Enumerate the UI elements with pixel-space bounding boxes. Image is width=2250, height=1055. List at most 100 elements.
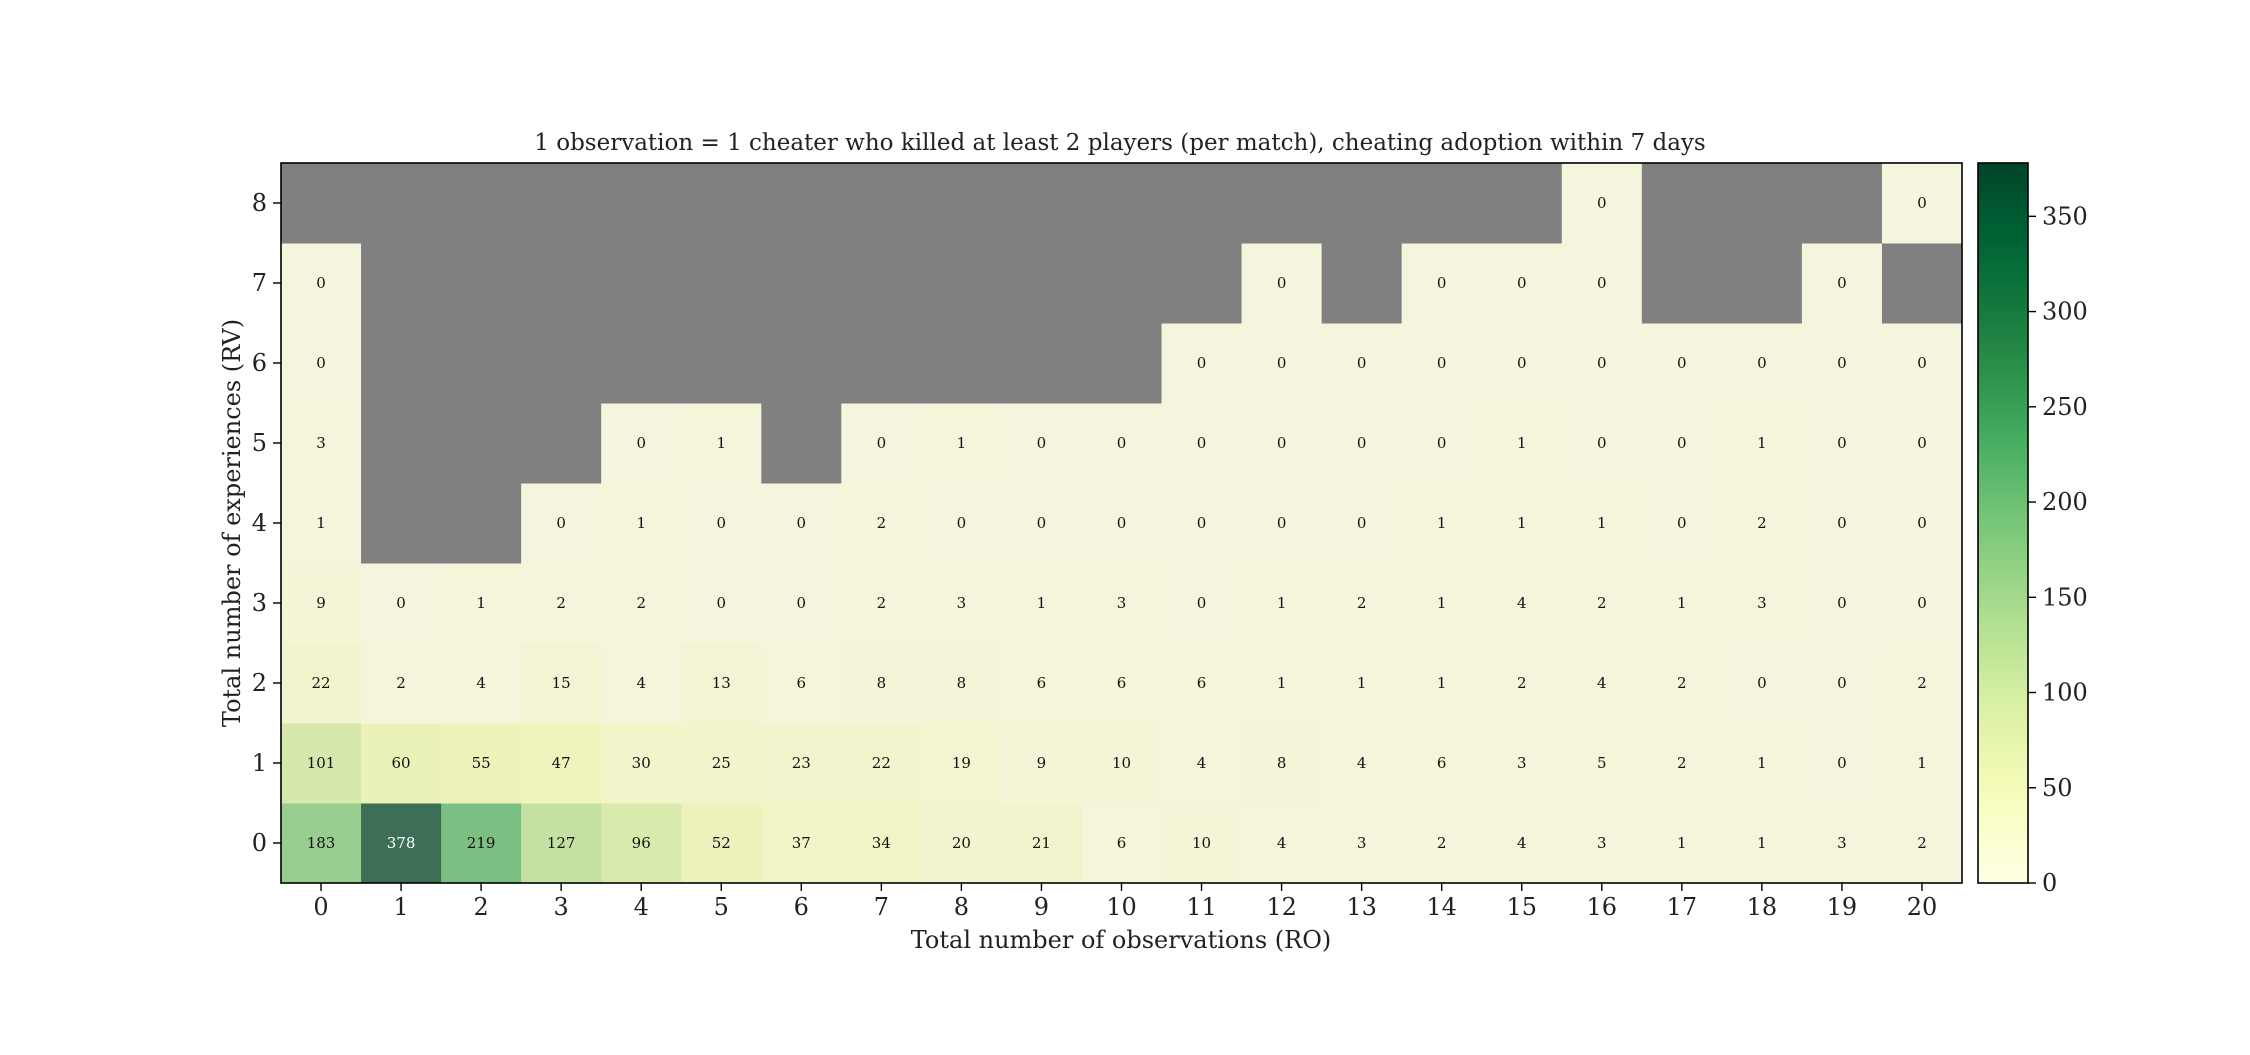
y-tick-label: 2 xyxy=(252,669,267,697)
cell-value-label: 3 xyxy=(1517,754,1527,772)
cell-value-label: 6 xyxy=(1037,674,1047,692)
cell-value-label: 8 xyxy=(877,674,887,692)
x-tick-label: 5 xyxy=(714,893,729,921)
cell-value-label: 9 xyxy=(316,594,326,612)
heatmap-cell xyxy=(521,483,602,564)
colorbar-ticks: 0 50 100 150 200 250 300 350 xyxy=(2028,202,2088,897)
heatmap-cell xyxy=(841,803,922,884)
heatmap-cell xyxy=(1081,563,1163,644)
heatmap-cell xyxy=(681,803,762,884)
heatmap-cell xyxy=(1401,323,1483,404)
cell-value-label: 8 xyxy=(1277,754,1287,772)
heatmap-cell xyxy=(1321,723,1403,804)
heatmap-cell xyxy=(1161,403,1243,484)
heatmap-cell xyxy=(281,723,362,804)
cell-value-label: 0 xyxy=(1437,274,1447,292)
cell-value-label: 0 xyxy=(716,514,726,532)
heatmap-cell xyxy=(1721,403,1803,484)
heatmap-cell xyxy=(1001,563,1082,644)
heatmap-cell xyxy=(521,563,602,644)
x-tick-label: 2 xyxy=(473,893,488,921)
heatmap-cell xyxy=(1881,483,1963,564)
heatmap-cell xyxy=(1321,483,1403,564)
heatmap-cell-missing xyxy=(1721,243,1803,324)
cell-value-label: 127 xyxy=(547,834,576,852)
heatmap-cell xyxy=(521,803,602,884)
heatmap-cell xyxy=(1561,403,1643,484)
heatmap-cell-missing xyxy=(761,243,842,324)
heatmap-cell xyxy=(1401,403,1483,484)
heatmap-cell-missing xyxy=(1001,243,1082,324)
heatmap-cell xyxy=(1401,723,1483,804)
heatmap-cell xyxy=(1001,643,1082,724)
heatmap-cell xyxy=(1881,323,1963,404)
heatmap-cell-missing xyxy=(1001,163,1082,244)
cell-value-label: 1 xyxy=(1757,434,1767,452)
cell-value-label: 15 xyxy=(552,674,571,692)
heatmap-cell xyxy=(1881,723,1963,804)
heatmap-cell xyxy=(681,563,762,644)
cell-value-label: 1 xyxy=(957,434,967,452)
heatmap-cell-missing xyxy=(601,323,682,404)
cell-value-label: 0 xyxy=(1837,594,1847,612)
cell-value-label: 10 xyxy=(1192,834,1211,852)
cell-value-label: 0 xyxy=(396,594,406,612)
heatmap-cell-missing xyxy=(1081,323,1163,404)
cell-value-label: 3 xyxy=(1597,834,1607,852)
heatmap-cell xyxy=(1481,723,1563,804)
heatmap-cell xyxy=(681,643,762,724)
heatmap-cell xyxy=(1001,403,1082,484)
heatmap-cell xyxy=(1161,723,1243,804)
cell-value-label: 1 xyxy=(1757,834,1767,852)
heatmap-cell xyxy=(1481,803,1563,884)
heatmap-cell xyxy=(281,483,362,564)
heatmap-cell-missing xyxy=(361,403,442,484)
cell-value-label: 0 xyxy=(1037,514,1047,532)
heatmap-cell xyxy=(281,323,362,404)
cell-value-label: 378 xyxy=(387,834,416,852)
heatmap-cell xyxy=(441,803,522,884)
cell-value-label: 4 xyxy=(1517,594,1527,612)
cell-value-label: 0 xyxy=(316,274,326,292)
cell-value-label: 2 xyxy=(877,514,887,532)
heatmap-cell-missing xyxy=(1001,323,1082,404)
cell-value-label: 1 xyxy=(1437,594,1447,612)
heatmap-cell xyxy=(1081,483,1163,564)
heatmap-cell-missing xyxy=(361,483,442,564)
cell-value-label: 47 xyxy=(552,754,571,772)
x-tick-label: 17 xyxy=(1667,893,1698,921)
heatmap-cell xyxy=(281,643,362,724)
x-tick-label: 10 xyxy=(1106,893,1137,921)
cell-value-label: 1 xyxy=(1917,754,1927,772)
cell-value-label: 4 xyxy=(1197,754,1207,772)
colorbar-tick-label: 150 xyxy=(2042,583,2088,611)
heatmap-cell-missing xyxy=(681,163,762,244)
cell-value-label: 0 xyxy=(1197,594,1207,612)
cell-value-label: 20 xyxy=(952,834,971,852)
cell-value-label: 60 xyxy=(392,754,411,772)
heatmap-cell xyxy=(761,803,842,884)
heatmap-cell-missing xyxy=(761,403,842,484)
heatmap-cell-missing xyxy=(1801,163,1883,244)
cell-value-label: 1 xyxy=(476,594,486,612)
heatmap-cell xyxy=(1241,243,1323,324)
x-tick-label: 12 xyxy=(1266,893,1297,921)
cell-value-label: 0 xyxy=(877,434,887,452)
cell-value-label: 0 xyxy=(1197,354,1207,372)
cell-value-label: 4 xyxy=(636,674,646,692)
colorbar-tick-label: 50 xyxy=(2042,774,2073,802)
heatmap-cell xyxy=(521,643,602,724)
heatmap-cell-missing xyxy=(841,323,922,404)
heatmap-cell xyxy=(1321,643,1403,724)
cell-value-label: 0 xyxy=(716,594,726,612)
heatmap-cell-missing xyxy=(921,243,1002,324)
heatmap-cell-missing xyxy=(1241,163,1323,244)
cell-value-label: 2 xyxy=(1677,754,1687,772)
heatmap-cell xyxy=(1401,483,1483,564)
heatmap-cell xyxy=(1401,243,1483,324)
cell-value-label: 0 xyxy=(1837,274,1847,292)
cell-value-label: 1 xyxy=(1357,674,1367,692)
cell-value-label: 2 xyxy=(1437,834,1447,852)
heatmap-cell xyxy=(1881,563,1963,644)
